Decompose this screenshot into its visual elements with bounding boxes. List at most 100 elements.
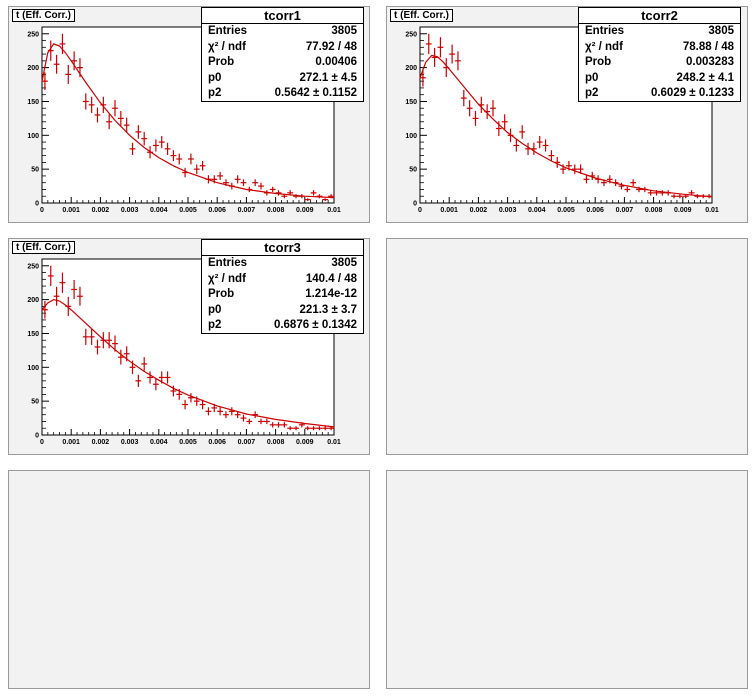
- histogram-title: t (Eff. Corr.): [390, 9, 453, 22]
- data-point: [630, 179, 637, 187]
- data-point: [164, 371, 171, 384]
- data-point: [53, 286, 60, 306]
- data-point: [269, 422, 276, 428]
- data-point: [42, 300, 48, 319]
- stats-row-entries: Entries 3805: [208, 25, 357, 37]
- histogram-title: t (Eff. Corr.): [12, 9, 75, 22]
- data-point: [240, 414, 247, 422]
- pad-3[interactable]: 0 0.001 0.002 0.003 0.004 0.005 0.006 0.007 0.00…: [8, 238, 370, 455]
- data-point: [466, 100, 473, 117]
- data-point: [519, 125, 526, 139]
- x-tick-label: 0.009: [674, 207, 692, 214]
- stats-row-p2: p2 0.6029 ± 0.1233: [585, 87, 734, 100]
- data-point: [53, 54, 60, 74]
- data-point: [188, 393, 194, 403]
- y-tick-label: 150: [27, 99, 39, 106]
- y-tick-label: 0: [413, 201, 417, 208]
- stats-row-p2: p2 0.6876 ± 0.1342: [208, 319, 357, 332]
- y-tick-label: 250: [27, 31, 39, 38]
- data-point: [455, 51, 461, 71]
- x-tick-label: 0.007: [616, 207, 634, 214]
- stats-row-p0: p0 272.1 ± 4.5: [208, 71, 357, 84]
- y-tick-label: 150: [405, 99, 417, 106]
- x-tick-label: 0: [40, 207, 44, 214]
- data-point: [304, 198, 311, 201]
- data-point: [100, 332, 107, 349]
- x-tick-label: 0.008: [267, 439, 285, 446]
- stats-row-p0: p0 221.3 ± 3.7: [208, 303, 357, 316]
- data-point: [228, 407, 235, 416]
- data-point: [281, 422, 288, 428]
- stats-row-prob: Prob 1.214e-12: [208, 288, 357, 301]
- data-point: [659, 190, 666, 196]
- data-point: [71, 279, 78, 299]
- y-tick-label: 200: [27, 65, 39, 72]
- stats-row-chi2: χ² / ndf 140.4 / 48: [208, 272, 357, 285]
- data-point: [158, 135, 165, 149]
- x-tick-label: 0.001: [62, 439, 80, 446]
- stats-row-entries: Entries 3805: [208, 257, 357, 269]
- data-point: [275, 190, 282, 196]
- data-point: [164, 142, 171, 155]
- x-tick-label: 0.006: [586, 207, 604, 214]
- y-tick-label: 150: [27, 331, 39, 338]
- x-tick-label: 0.002: [92, 207, 110, 214]
- x-tick-label: 0.004: [528, 207, 546, 214]
- data-point: [671, 194, 677, 199]
- data-point: [269, 186, 276, 193]
- data-point: [106, 332, 113, 349]
- data-point: [141, 357, 148, 371]
- fit-curve: [41, 43, 335, 199]
- data-point: [77, 286, 83, 306]
- data-point: [583, 175, 590, 184]
- pad-6-empty[interactable]: [386, 470, 748, 689]
- y-tick-label: 0: [35, 201, 39, 208]
- data-point: [71, 51, 78, 71]
- x-tick-label: 0.002: [470, 207, 488, 214]
- data-point: [88, 96, 95, 113]
- pad-1[interactable]: 0 0.001 0.002 0.003 0.004 0.005 0.006 0.007 0.00…: [8, 6, 370, 223]
- data-point: [542, 139, 549, 152]
- stats-row-p0: p0 248.2 ± 4.1: [585, 71, 734, 84]
- data-point: [234, 175, 241, 184]
- y-tick-label: 200: [27, 297, 39, 304]
- stats-name: tcorr3: [202, 240, 363, 256]
- x-tick-label: 0.002: [92, 439, 110, 446]
- pad-2[interactable]: 0 0.001 0.002 0.003 0.004 0.005 0.006 0.007 0.00…: [386, 6, 748, 223]
- y-tick-label: 50: [31, 167, 39, 174]
- stats-row-prob: Prob 0.003283: [585, 56, 734, 69]
- stats-box: tcorr1 Entries 3805 χ² / ndf 77.92 / 48 Pr…: [201, 7, 364, 102]
- x-tick-label: 0.005: [557, 207, 575, 214]
- data-point: [293, 426, 299, 431]
- x-tick-label: 0.01: [327, 439, 341, 446]
- data-point: [188, 153, 194, 165]
- data-point: [252, 179, 259, 187]
- x-tick-label: 0.004: [150, 207, 168, 214]
- pad-5-empty[interactable]: [8, 470, 370, 689]
- data-point: [647, 190, 654, 196]
- y-tick-label: 0: [35, 433, 39, 440]
- data-point: [94, 339, 101, 355]
- x-tick-label: 0.003: [121, 207, 139, 214]
- pad-4-empty[interactable]: [386, 238, 748, 455]
- y-tick-label: 250: [405, 31, 417, 38]
- x-tick-label: 0.009: [296, 439, 314, 446]
- data-point: [495, 121, 502, 136]
- x-tick-label: 0.006: [208, 439, 226, 446]
- data-point: [246, 418, 253, 425]
- stats-row-p2: p2 0.5642 ± 0.1152: [208, 87, 357, 100]
- data-point: [676, 194, 683, 199]
- x-tick-label: 0.003: [499, 207, 517, 214]
- y-tick-label: 100: [27, 365, 39, 372]
- data-point: [94, 107, 101, 123]
- x-tick-label: 0.006: [208, 207, 226, 214]
- data-point: [199, 161, 206, 171]
- stats-box: tcorr2 Entries 3805 χ² / ndf 78.88 / 48 Pr…: [578, 7, 741, 102]
- x-tick-label: 0.007: [238, 207, 256, 214]
- data-point: [618, 182, 625, 190]
- x-tick-label: 0.009: [296, 207, 314, 214]
- data-point: [322, 198, 329, 201]
- stats-row-entries: Entries 3805: [585, 25, 734, 37]
- x-tick-label: 0.008: [645, 207, 663, 214]
- data-point: [112, 100, 118, 117]
